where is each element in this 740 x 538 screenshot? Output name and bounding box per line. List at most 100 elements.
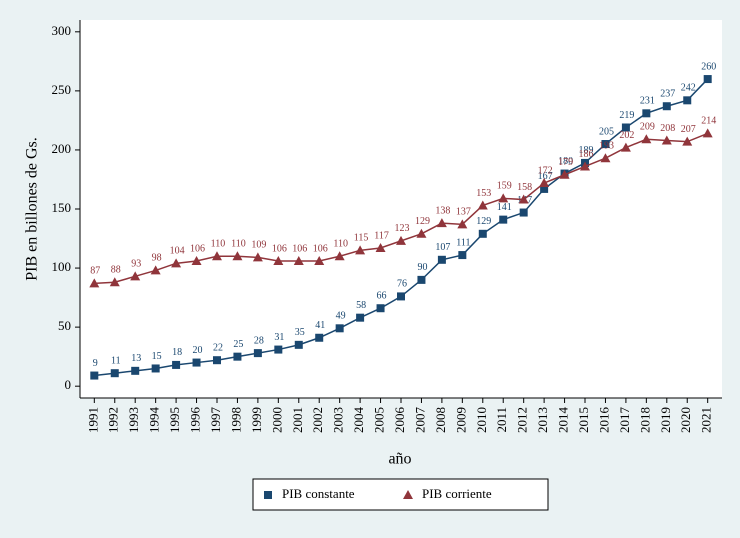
value-label: 137 [456,207,471,218]
legend-label: PIB constante [282,486,355,501]
value-label: 22 [213,342,223,353]
data-point [397,292,405,301]
data-point [436,218,447,228]
y-tick-label: 300 [52,23,72,38]
value-label: 242 [681,83,696,94]
x-tick-label: 2015 [576,407,591,433]
x-tick-label: 2008 [433,407,448,433]
value-label: 98 [152,253,162,264]
value-label: 189 [579,145,594,156]
data-point [110,369,119,378]
x-tick-label: 2001 [290,407,305,433]
value-label: 15 [152,351,162,362]
x-tick-label: 2010 [474,407,489,433]
data-point [621,123,630,132]
x-tick-label: 1992 [106,407,121,433]
data-point [620,142,631,152]
value-label: 88 [111,265,121,276]
y-tick-label: 200 [52,141,72,156]
value-label: 87 [90,266,100,277]
value-label: 90 [417,262,427,273]
value-label: 209 [640,122,655,133]
x-tick-label: 1998 [228,407,243,433]
data-point [315,333,324,342]
value-label: 109 [251,240,266,251]
data-point [150,265,161,275]
data-point [253,349,262,358]
value-label: 186 [579,149,594,160]
value-label: 167 [538,171,553,182]
value-label: 141 [497,202,512,213]
x-tick-label: 2011 [494,407,509,433]
value-label: 49 [336,311,346,322]
data-point [192,358,201,367]
data-point [477,200,488,210]
data-point [293,255,304,265]
value-label: 93 [131,259,141,270]
data-point [518,194,529,204]
x-tick-label: 1995 [167,407,182,433]
x-tick-label: 2006 [392,407,407,434]
data-point [539,178,550,188]
value-label: 205 [599,126,614,137]
value-label: 153 [476,188,491,199]
x-tick-label: 1997 [208,407,223,434]
value-label: 208 [660,123,675,134]
x-tick-label: 2003 [331,407,346,433]
x-tick-label: 2013 [535,407,550,433]
x-tick-label: 2004 [351,407,366,434]
value-label: 107 [435,242,450,253]
x-tick-label: 1996 [188,407,203,434]
value-label: 106 [313,243,328,254]
value-label: 110 [231,239,246,250]
data-point [498,193,509,203]
data-point [131,366,140,375]
data-point [580,161,591,171]
value-label: 260 [701,61,716,72]
value-label: 207 [681,124,696,135]
data-point [233,352,242,361]
value-label: 123 [395,223,410,234]
x-tick-label: 2014 [556,407,571,434]
data-point [540,184,549,193]
y-tick-label: 100 [52,259,72,274]
data-point [703,75,712,84]
value-label: 20 [193,345,203,356]
y-tick-label: 0 [65,377,72,392]
x-tick-label: 1993 [126,407,141,433]
value-label: 110 [333,239,348,250]
value-label: 13 [131,353,141,364]
value-label: 231 [640,96,655,107]
legend-marker [403,490,413,499]
value-label: 106 [272,243,287,254]
value-label: 179 [558,157,573,168]
data-point [478,229,487,238]
value-label: 41 [315,320,325,331]
value-label: 180 [558,156,573,167]
data-point [396,235,406,245]
legend-box [252,478,549,511]
value-label: 117 [374,230,389,241]
data-point [499,215,508,224]
data-point [89,278,100,288]
x-tick-label: 2020 [678,407,693,433]
data-point [683,96,692,105]
data-point [375,242,386,252]
y-tick-label: 250 [52,82,72,97]
value-label: 129 [415,216,430,227]
data-point [457,219,468,229]
value-label: 104 [170,246,185,257]
data-point [252,252,263,262]
value-label: 202 [619,130,634,141]
value-label: 18 [172,347,182,358]
data-point [274,345,283,354]
data-point [662,102,671,111]
value-label: 31 [274,332,284,343]
x-tick-label: 2016 [596,407,611,434]
data-point [559,169,570,179]
plot-area [80,20,722,398]
x-tick-label: 2002 [310,407,325,433]
value-label: 172 [538,165,553,176]
value-label: 110 [211,239,226,250]
